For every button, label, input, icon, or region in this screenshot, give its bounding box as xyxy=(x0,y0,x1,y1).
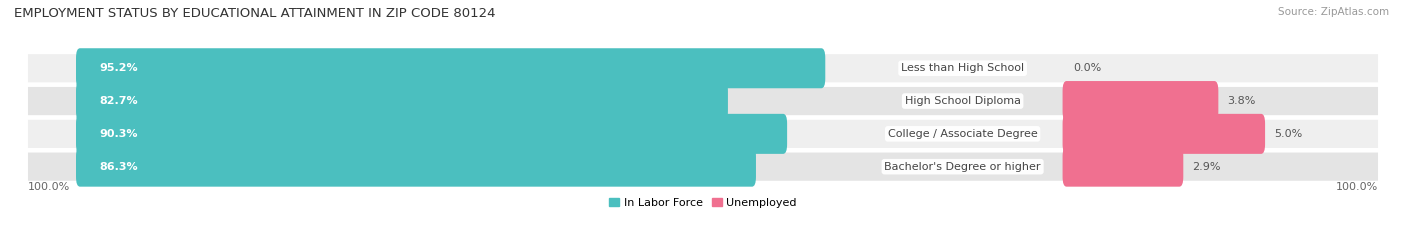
FancyBboxPatch shape xyxy=(76,147,756,187)
FancyBboxPatch shape xyxy=(1063,81,1219,121)
FancyBboxPatch shape xyxy=(76,48,825,88)
Text: Less than High School: Less than High School xyxy=(901,63,1024,73)
Text: 86.3%: 86.3% xyxy=(100,162,138,172)
Text: 82.7%: 82.7% xyxy=(100,96,138,106)
Text: Bachelor's Degree or higher: Bachelor's Degree or higher xyxy=(884,162,1040,172)
Text: 3.8%: 3.8% xyxy=(1227,96,1256,106)
Text: Source: ZipAtlas.com: Source: ZipAtlas.com xyxy=(1278,7,1389,17)
Text: 90.3%: 90.3% xyxy=(100,129,138,139)
Text: High School Diploma: High School Diploma xyxy=(904,96,1021,106)
FancyBboxPatch shape xyxy=(28,120,1378,148)
Text: College / Associate Degree: College / Associate Degree xyxy=(887,129,1038,139)
Text: 5.0%: 5.0% xyxy=(1274,129,1302,139)
FancyBboxPatch shape xyxy=(28,54,1378,82)
Text: EMPLOYMENT STATUS BY EDUCATIONAL ATTAINMENT IN ZIP CODE 80124: EMPLOYMENT STATUS BY EDUCATIONAL ATTAINM… xyxy=(14,7,495,20)
Text: 95.2%: 95.2% xyxy=(100,63,138,73)
Text: 0.0%: 0.0% xyxy=(1073,63,1101,73)
Legend: In Labor Force, Unemployed: In Labor Force, Unemployed xyxy=(605,193,801,212)
FancyBboxPatch shape xyxy=(76,114,787,154)
FancyBboxPatch shape xyxy=(28,87,1378,115)
Text: 100.0%: 100.0% xyxy=(28,182,70,192)
FancyBboxPatch shape xyxy=(1063,147,1184,187)
FancyBboxPatch shape xyxy=(28,153,1378,181)
FancyBboxPatch shape xyxy=(76,81,728,121)
Text: 100.0%: 100.0% xyxy=(1336,182,1378,192)
Text: 2.9%: 2.9% xyxy=(1192,162,1220,172)
FancyBboxPatch shape xyxy=(1063,114,1265,154)
